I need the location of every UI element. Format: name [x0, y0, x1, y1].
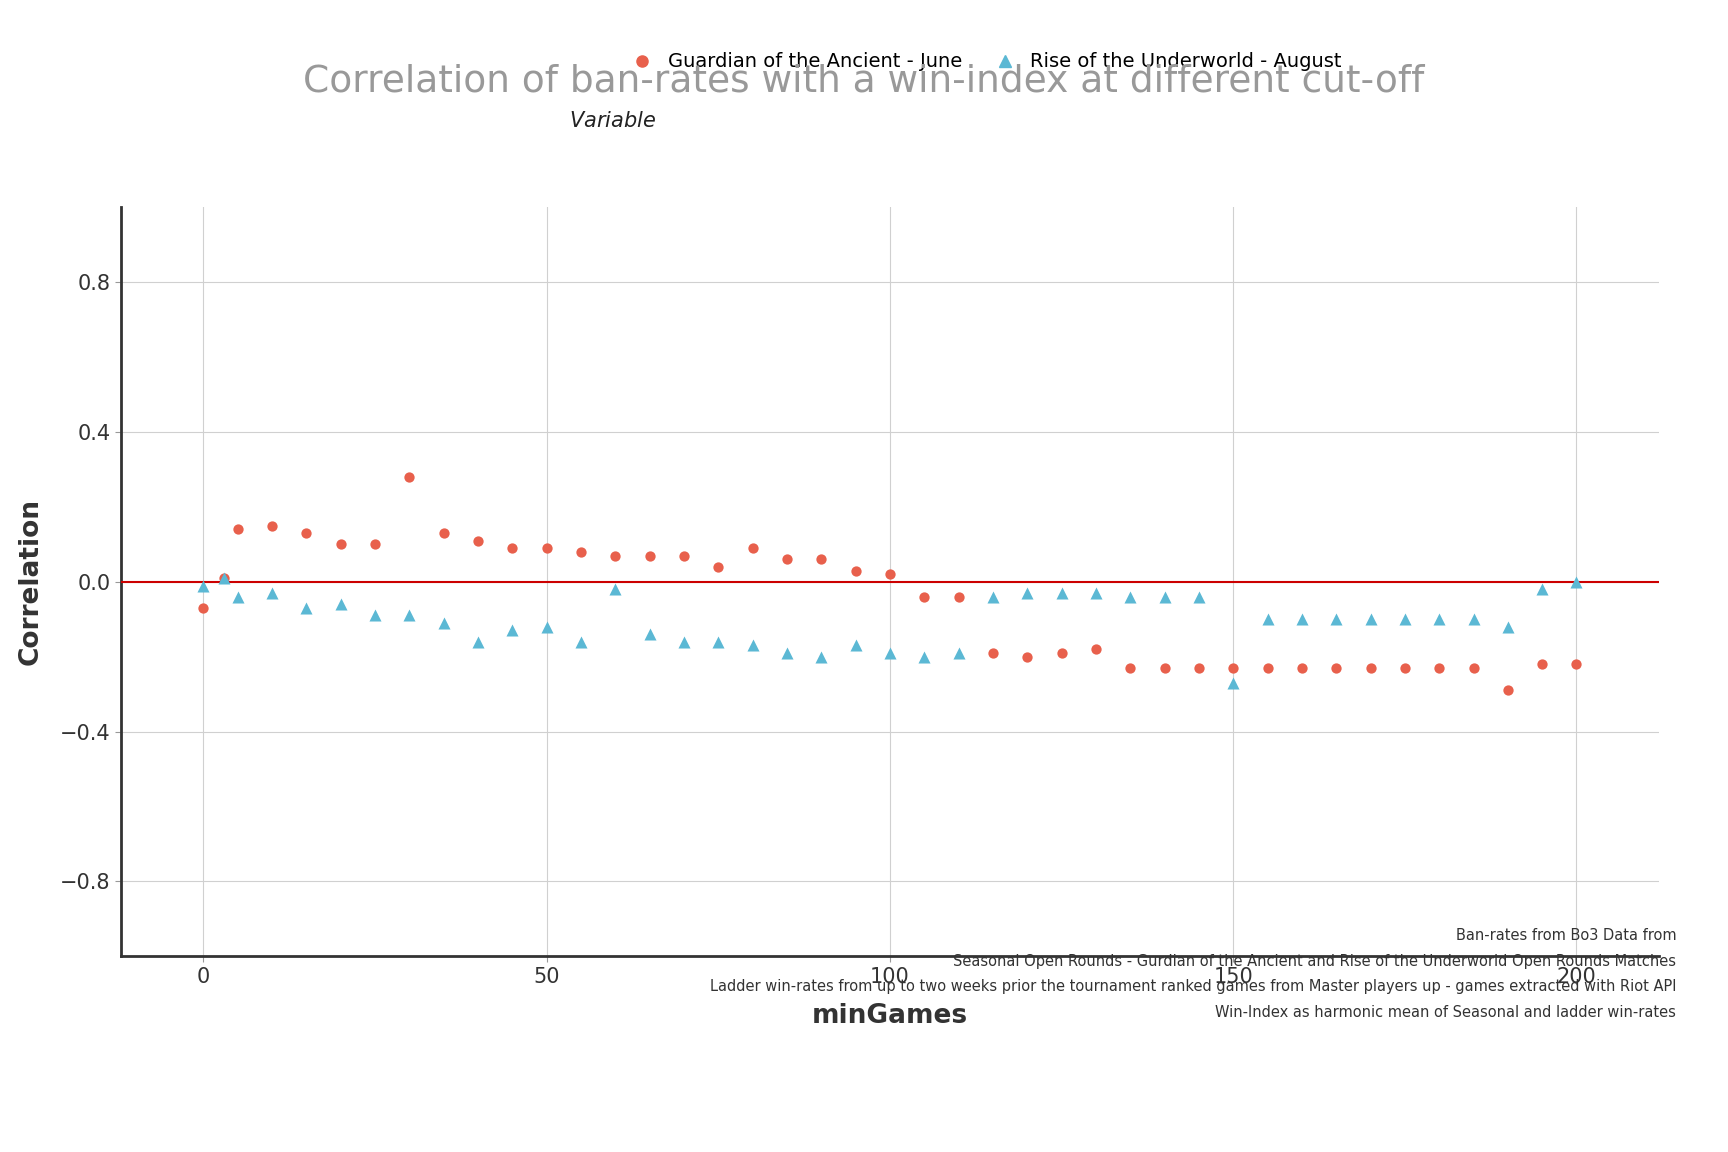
Point [980, 588, 1007, 606]
Point [911, 588, 938, 606]
Y-axis label: Correlation: Correlation [17, 499, 43, 665]
Point [430, 614, 458, 632]
Point [498, 539, 525, 558]
Text: Seasonal Open Rounds - Gurdian of the Ancient and Rise of the Underworld Open Ro: Seasonal Open Rounds - Gurdian of the An… [954, 954, 1676, 969]
Point [705, 632, 733, 651]
Point [1528, 581, 1555, 599]
Text: Ladder win-rates from up to two weeks prior the tournament ranked games from Mas: Ladder win-rates from up to two weeks pr… [710, 979, 1676, 994]
Point [1495, 617, 1522, 636]
Point [842, 561, 869, 579]
Point [292, 524, 320, 543]
Point [1082, 584, 1109, 602]
Point [980, 644, 1007, 662]
Point [1013, 584, 1040, 602]
Point [498, 621, 525, 639]
Point [257, 584, 285, 602]
Point [1562, 654, 1590, 673]
Point [1185, 659, 1213, 677]
Point [396, 468, 423, 486]
Point [1562, 573, 1590, 591]
Point [705, 558, 733, 576]
Point [740, 539, 767, 558]
Legend: Guardian of the Ancient - June, Rise of the Underworld - August: Guardian of the Ancient - June, Rise of … [622, 52, 1341, 71]
Point [1220, 659, 1248, 677]
Point [1220, 674, 1248, 692]
Point [876, 564, 904, 583]
Point [1426, 659, 1453, 677]
Point [1391, 659, 1419, 677]
Point [532, 539, 560, 558]
Point [190, 576, 218, 594]
Point [361, 606, 389, 624]
Point [532, 617, 560, 636]
Point [1322, 659, 1350, 677]
Point [945, 644, 973, 662]
Point [292, 599, 320, 617]
Point [1460, 611, 1488, 629]
Point [465, 531, 492, 550]
Point [601, 581, 629, 599]
Point [636, 546, 664, 564]
Point [567, 543, 594, 561]
Point [876, 644, 904, 662]
Point [465, 632, 492, 651]
Point [636, 624, 664, 643]
Point [945, 588, 973, 606]
Point [1116, 659, 1144, 677]
Point [1047, 584, 1075, 602]
Text: Correlation of ban-rates with a win-index at different cut-off: Correlation of ban-rates with a win-inde… [304, 63, 1424, 99]
Point [1495, 681, 1522, 699]
Point [1082, 641, 1109, 659]
Point [1255, 659, 1282, 677]
Point [567, 632, 594, 651]
Point [807, 550, 835, 568]
Point [772, 550, 800, 568]
Text: Ban-rates from Bo3 Data from: Ban-rates from Bo3 Data from [1455, 929, 1676, 943]
Point [1116, 588, 1144, 606]
Text: Win-Index as harmonic mean of Seasonal and ladder win-rates: Win-Index as harmonic mean of Seasonal a… [1215, 1005, 1676, 1020]
Point [1528, 654, 1555, 673]
Point [670, 632, 698, 651]
Point [1185, 588, 1213, 606]
Point [1287, 611, 1315, 629]
Point [430, 524, 458, 543]
Point [211, 569, 238, 588]
Point [225, 588, 252, 606]
Point [1047, 644, 1075, 662]
Point [807, 647, 835, 666]
Point [225, 521, 252, 539]
Point [1255, 611, 1282, 629]
Point [327, 535, 354, 553]
Point [1013, 647, 1040, 666]
Point [1356, 611, 1384, 629]
Point [1391, 611, 1419, 629]
Point [1287, 659, 1315, 677]
Point [1322, 611, 1350, 629]
Point [361, 535, 389, 553]
Point [842, 636, 869, 654]
Point [257, 516, 285, 535]
Point [211, 569, 238, 588]
Point [396, 606, 423, 624]
Point [190, 599, 218, 617]
Point [327, 596, 354, 614]
Text: $\it{Variable}$: $\it{Variable}$ [570, 111, 657, 131]
Point [1151, 588, 1178, 606]
Point [1426, 611, 1453, 629]
Point [740, 636, 767, 654]
Point [601, 546, 629, 564]
Point [1460, 659, 1488, 677]
X-axis label: minGames: minGames [812, 1003, 968, 1029]
Point [670, 546, 698, 564]
Point [1151, 659, 1178, 677]
Point [911, 647, 938, 666]
Point [772, 644, 800, 662]
Point [1356, 659, 1384, 677]
